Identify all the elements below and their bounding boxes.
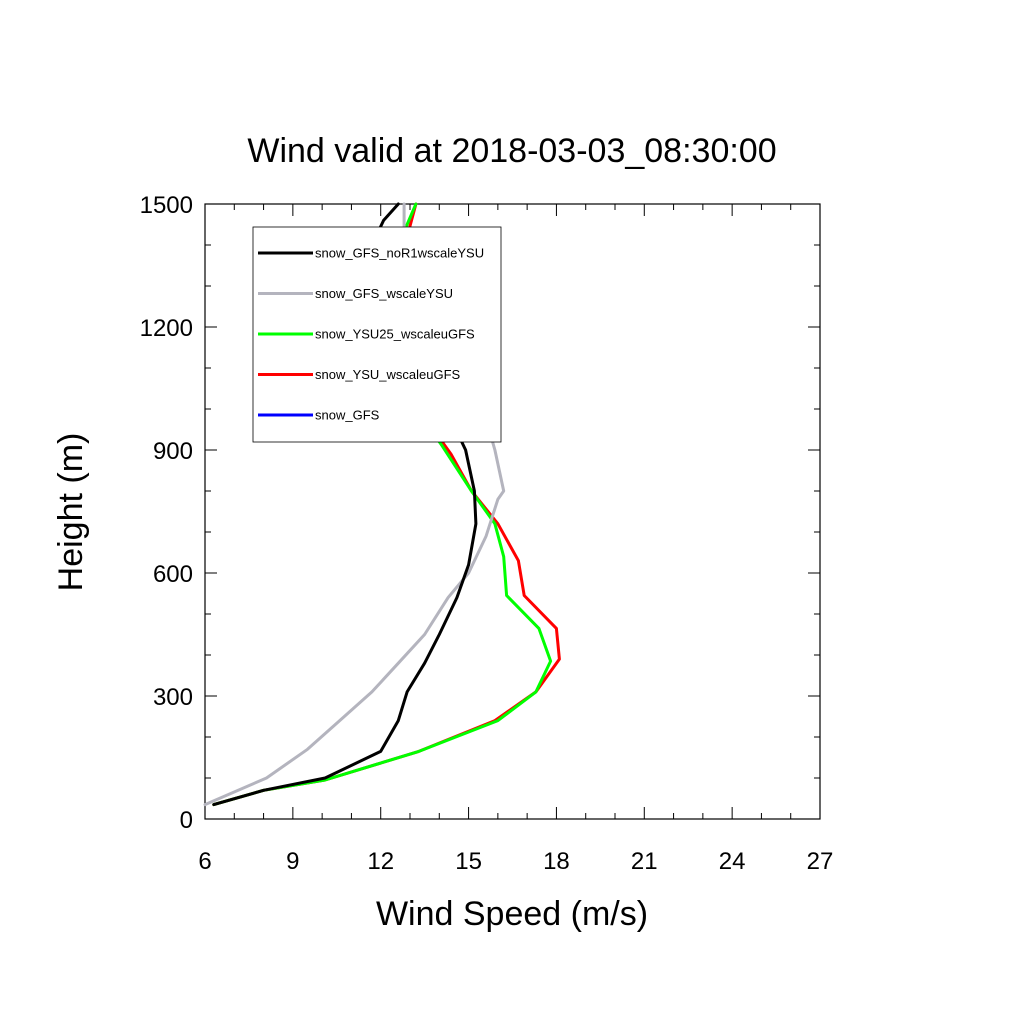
- y-tick-label: 600: [153, 561, 193, 588]
- chart-title: Wind valid at 2018-03-03_08:30:00: [247, 132, 776, 170]
- y-tick-label: 900: [153, 438, 193, 465]
- legend-label: snow_GFS_noR1wscaleYSU: [315, 246, 484, 261]
- y-axis-label: Height (m): [52, 433, 90, 592]
- y-tick-label: 1200: [140, 315, 193, 342]
- x-tick-label: 12: [367, 848, 394, 875]
- x-tick-label: 15: [455, 848, 482, 875]
- axes: 6 9 12 15 18 21 24 27 0 300 600 900 1200 1500: [140, 192, 834, 875]
- legend-label: snow_YSU25_wscaleuGFS: [315, 327, 475, 342]
- y-tick-label: 0: [180, 807, 193, 834]
- x-axis-label: Wind Speed (m/s): [376, 895, 648, 933]
- x-tick-label: 24: [719, 848, 746, 875]
- x-tick-label: 18: [543, 848, 570, 875]
- legend: snow_GFS_noR1wscaleYSU snow_GFS_wscaleYSU…: [252, 226, 502, 443]
- y-tick-label: 1500: [140, 192, 193, 219]
- x-tick-label: 9: [286, 848, 299, 875]
- x-tick-label: 6: [198, 848, 211, 875]
- y-tick-label: 300: [153, 684, 193, 711]
- legend-label: snow_YSU_wscaleuGFS: [315, 367, 461, 382]
- x-tick-label: 27: [807, 848, 834, 875]
- plot-area: [204, 203, 821, 820]
- legend-label: snow_GFS: [315, 408, 380, 423]
- x-tick-label: 21: [631, 848, 658, 875]
- plot-frame: [204, 203, 821, 820]
- legend-label: snow_GFS_wscaleYSU: [315, 286, 453, 301]
